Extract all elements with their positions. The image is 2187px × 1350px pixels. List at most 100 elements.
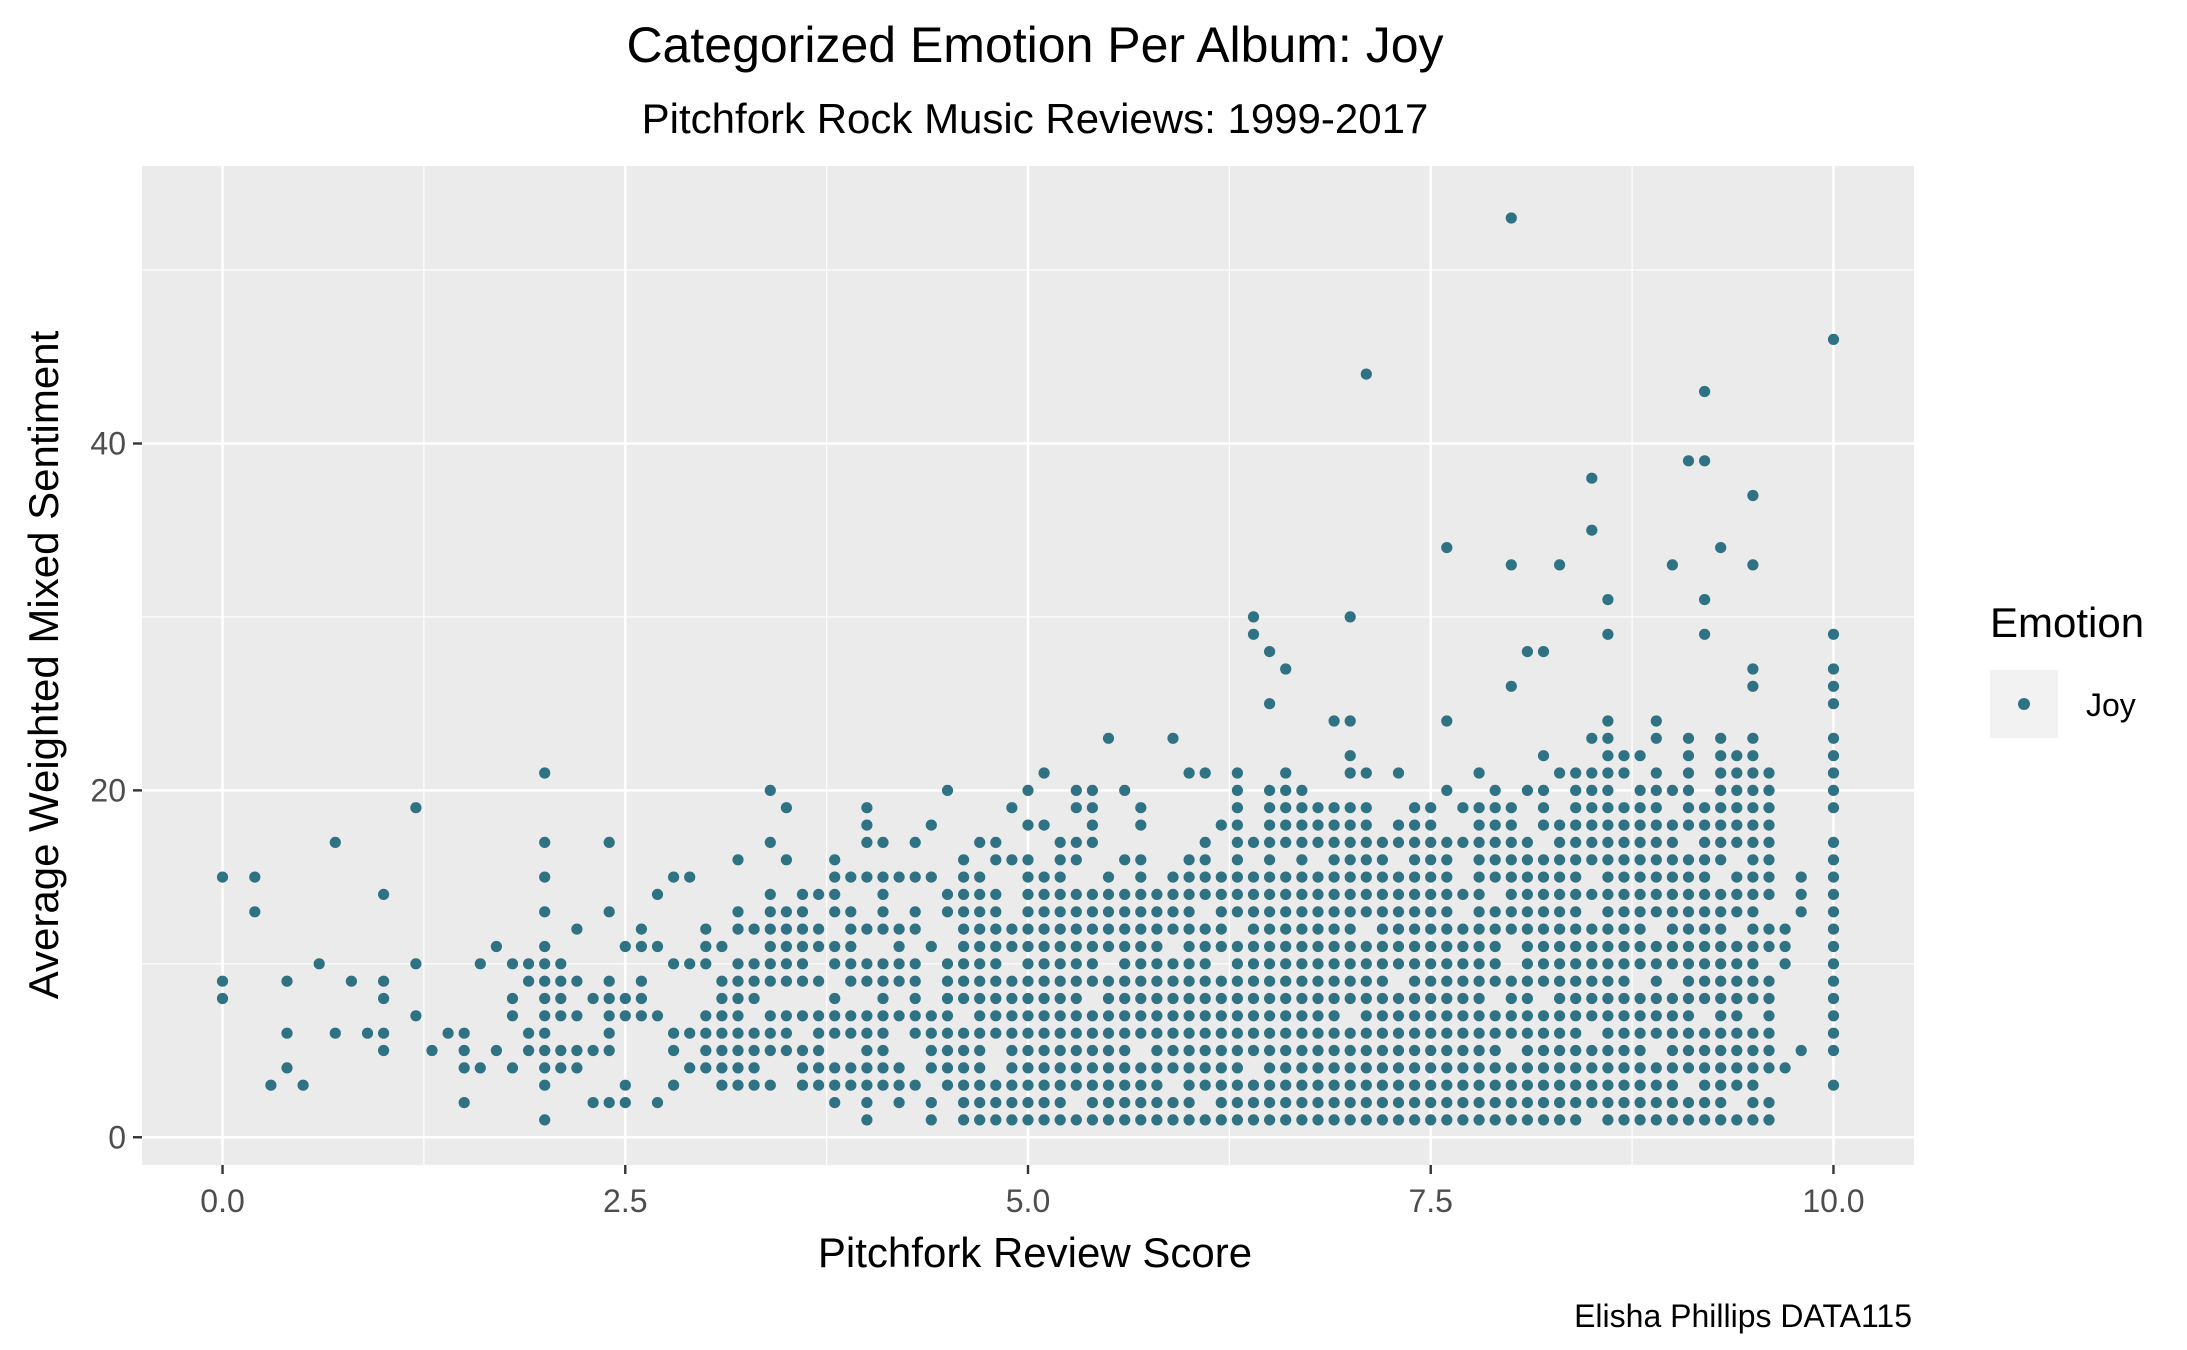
data-point [1183,888,1195,901]
data-point [1296,819,1308,831]
data-point [1360,992,1372,1005]
data-point [1489,1044,1501,1057]
data-point [1280,1027,1292,1039]
data-point [345,975,357,987]
data-point [1425,958,1437,970]
data-point [539,1079,551,1091]
data-point [1634,854,1646,866]
data-point [958,871,970,883]
data-point [506,1062,519,1074]
data-point [1650,767,1662,779]
data-point [1554,958,1566,970]
data-point [1441,1010,1453,1022]
data-point [1715,1027,1727,1039]
data-point [909,1027,921,1039]
data-point [1006,923,1018,935]
data-point [1715,784,1727,797]
data-point [1554,1027,1566,1039]
data-point [700,923,712,935]
data-point [1537,1027,1550,1039]
data-point [1618,802,1630,814]
data-point [716,1010,728,1022]
data-point [1618,854,1630,866]
data-point [1183,1097,1195,1109]
data-point [378,1044,390,1057]
data-point [893,871,905,883]
data-point [1570,1114,1582,1126]
data-point [1699,1079,1711,1091]
data-point [1747,819,1759,831]
data-point [1183,923,1195,935]
data-point [1634,784,1646,797]
data-point [1409,802,1421,814]
data-point [1102,732,1115,744]
data-point [780,1027,793,1039]
data-point [1554,559,1566,571]
data-point [1231,888,1243,901]
data-point [861,1097,873,1109]
data-point [1409,871,1421,883]
data-point [1102,1079,1115,1091]
data-point [1763,1114,1775,1126]
data-point [845,1010,857,1022]
data-point [796,940,809,953]
data-point [1247,906,1260,918]
data-point [1086,1027,1098,1039]
data-point [1409,1079,1421,1091]
data-point [1521,1114,1533,1126]
y-tick-label: 40 [90,426,126,462]
data-point [1570,836,1582,849]
data-point [1054,1114,1066,1126]
data-point [958,888,970,901]
data-point [1135,888,1147,901]
data-point [1215,1114,1227,1126]
data-point [732,1010,744,1022]
data-point [1360,1044,1372,1057]
data-point [1570,940,1582,953]
data-point [1183,1079,1195,1091]
data-point [1473,940,1485,953]
data-point [1682,802,1695,814]
data-point [1554,888,1566,901]
data-point [1473,854,1485,866]
data-point [1344,975,1356,987]
data-point [1715,1062,1727,1074]
data-point [1715,1044,1727,1057]
data-point [1231,1079,1243,1091]
data-point [1038,958,1050,970]
data-point [571,923,583,935]
data-point [1715,1097,1727,1109]
data-point [1360,1062,1372,1074]
data-point [587,1044,599,1057]
data-point [796,1062,809,1074]
data-point [990,906,1002,918]
data-point [1360,854,1372,866]
data-point [1570,992,1582,1005]
data-point [780,1044,793,1057]
data-point [1650,836,1662,849]
data-point [1425,819,1437,831]
data-point [458,1097,470,1109]
data-point [1570,1062,1582,1074]
legend: Emotion Joy [1990,599,2144,738]
data-point [732,992,744,1005]
data-point [861,802,873,814]
data-point [1328,871,1340,883]
data-point [780,975,793,987]
data-point [1441,871,1453,883]
data-point [1602,628,1614,640]
data-point [1312,1044,1324,1057]
data-point [555,1010,567,1022]
data-point [974,940,986,953]
data-point [1586,992,1598,1005]
data-point [1682,923,1695,935]
data-point [1151,1027,1163,1039]
data-point [1247,836,1260,849]
data-point [281,1027,293,1039]
data-point [1473,1114,1485,1126]
data-point [1650,940,1662,953]
data-point [1505,871,1517,883]
data-point [1392,888,1405,901]
data-point [813,1027,825,1039]
data-point [1086,1010,1098,1022]
